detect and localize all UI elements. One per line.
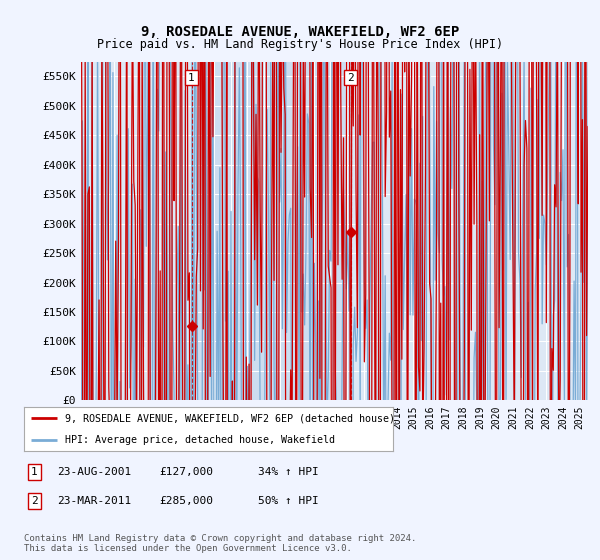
- Text: Price paid vs. HM Land Registry's House Price Index (HPI): Price paid vs. HM Land Registry's House …: [97, 38, 503, 51]
- Bar: [191, 62, 350, 400]
- Text: 23-MAR-2011: 23-MAR-2011: [57, 496, 131, 506]
- Text: 34% ↑ HPI: 34% ↑ HPI: [258, 467, 319, 477]
- Text: 9, ROSEDALE AVENUE, WAKEFIELD, WF2 6EP (detached house): 9, ROSEDALE AVENUE, WAKEFIELD, WF2 6EP (…: [65, 413, 395, 423]
- Text: 1: 1: [31, 467, 38, 477]
- Text: 2: 2: [31, 496, 38, 506]
- Text: 2: 2: [347, 72, 354, 82]
- Text: 1: 1: [188, 72, 195, 82]
- Text: £127,000: £127,000: [159, 467, 213, 477]
- Text: 23-AUG-2001: 23-AUG-2001: [57, 467, 131, 477]
- Text: 50% ↑ HPI: 50% ↑ HPI: [258, 496, 319, 506]
- Text: £285,000: £285,000: [159, 496, 213, 506]
- Text: Contains HM Land Registry data © Crown copyright and database right 2024.
This d: Contains HM Land Registry data © Crown c…: [24, 534, 416, 553]
- Text: HPI: Average price, detached house, Wakefield: HPI: Average price, detached house, Wake…: [65, 435, 335, 445]
- Text: 9, ROSEDALE AVENUE, WAKEFIELD, WF2 6EP: 9, ROSEDALE AVENUE, WAKEFIELD, WF2 6EP: [141, 26, 459, 39]
